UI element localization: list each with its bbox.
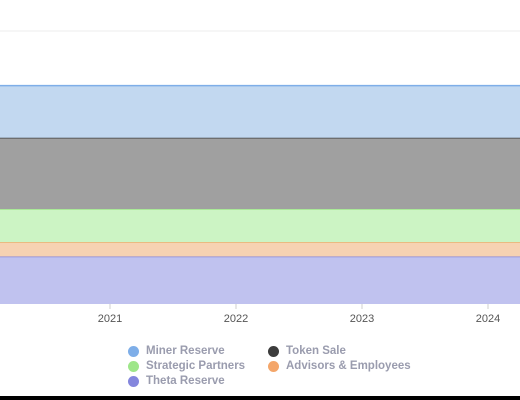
legend-marker-strategic-partners <box>128 360 139 372</box>
area-band-miner-reserve[interactable] <box>0 85 520 138</box>
legend-item-strategic-partners[interactable]: Strategic Partners <box>128 358 245 374</box>
legend-label: Theta Reserve <box>146 375 225 387</box>
x-axis: 2021 2022 2023 2024 <box>98 304 500 325</box>
legend-label: Advisors & Employees <box>286 360 411 372</box>
legend-marker-token-sale <box>268 345 279 357</box>
area-band-theta-reserve[interactable] <box>0 256 520 305</box>
area-band-strategic-partners[interactable] <box>0 209 520 243</box>
legend-item-theta-reserve[interactable]: Theta Reserve <box>128 373 225 389</box>
legend-item-token-sale[interactable]: Token Sale <box>268 343 346 359</box>
window-bottom-edge <box>0 396 520 400</box>
x-tick-label: 2021 <box>98 313 122 325</box>
x-tick-label: 2024 <box>476 313 500 325</box>
legend-label: Token Sale <box>286 345 346 357</box>
legend-marker-miner-reserve <box>128 345 139 357</box>
x-tick-label: 2022 <box>224 313 248 325</box>
legend: Miner Reserve Token Sale Strategic Partn… <box>128 343 428 391</box>
legend-item-advisors-employees[interactable]: Advisors & Employees <box>268 358 411 374</box>
stacked-area-chart: 2021 2022 2023 2024 <box>0 30 520 325</box>
x-tick-label: 2023 <box>350 313 374 325</box>
area-band-token-sale[interactable] <box>0 137 520 209</box>
legend-item-miner-reserve[interactable]: Miner Reserve <box>128 343 225 359</box>
legend-marker-theta-reserve <box>128 375 139 387</box>
area-band-advisors-employees[interactable] <box>0 242 520 257</box>
legend-label: Strategic Partners <box>146 360 246 372</box>
series-bands <box>0 84 520 305</box>
legend-label: Miner Reserve <box>146 345 225 357</box>
legend-marker-advisors-employees <box>268 360 279 372</box>
